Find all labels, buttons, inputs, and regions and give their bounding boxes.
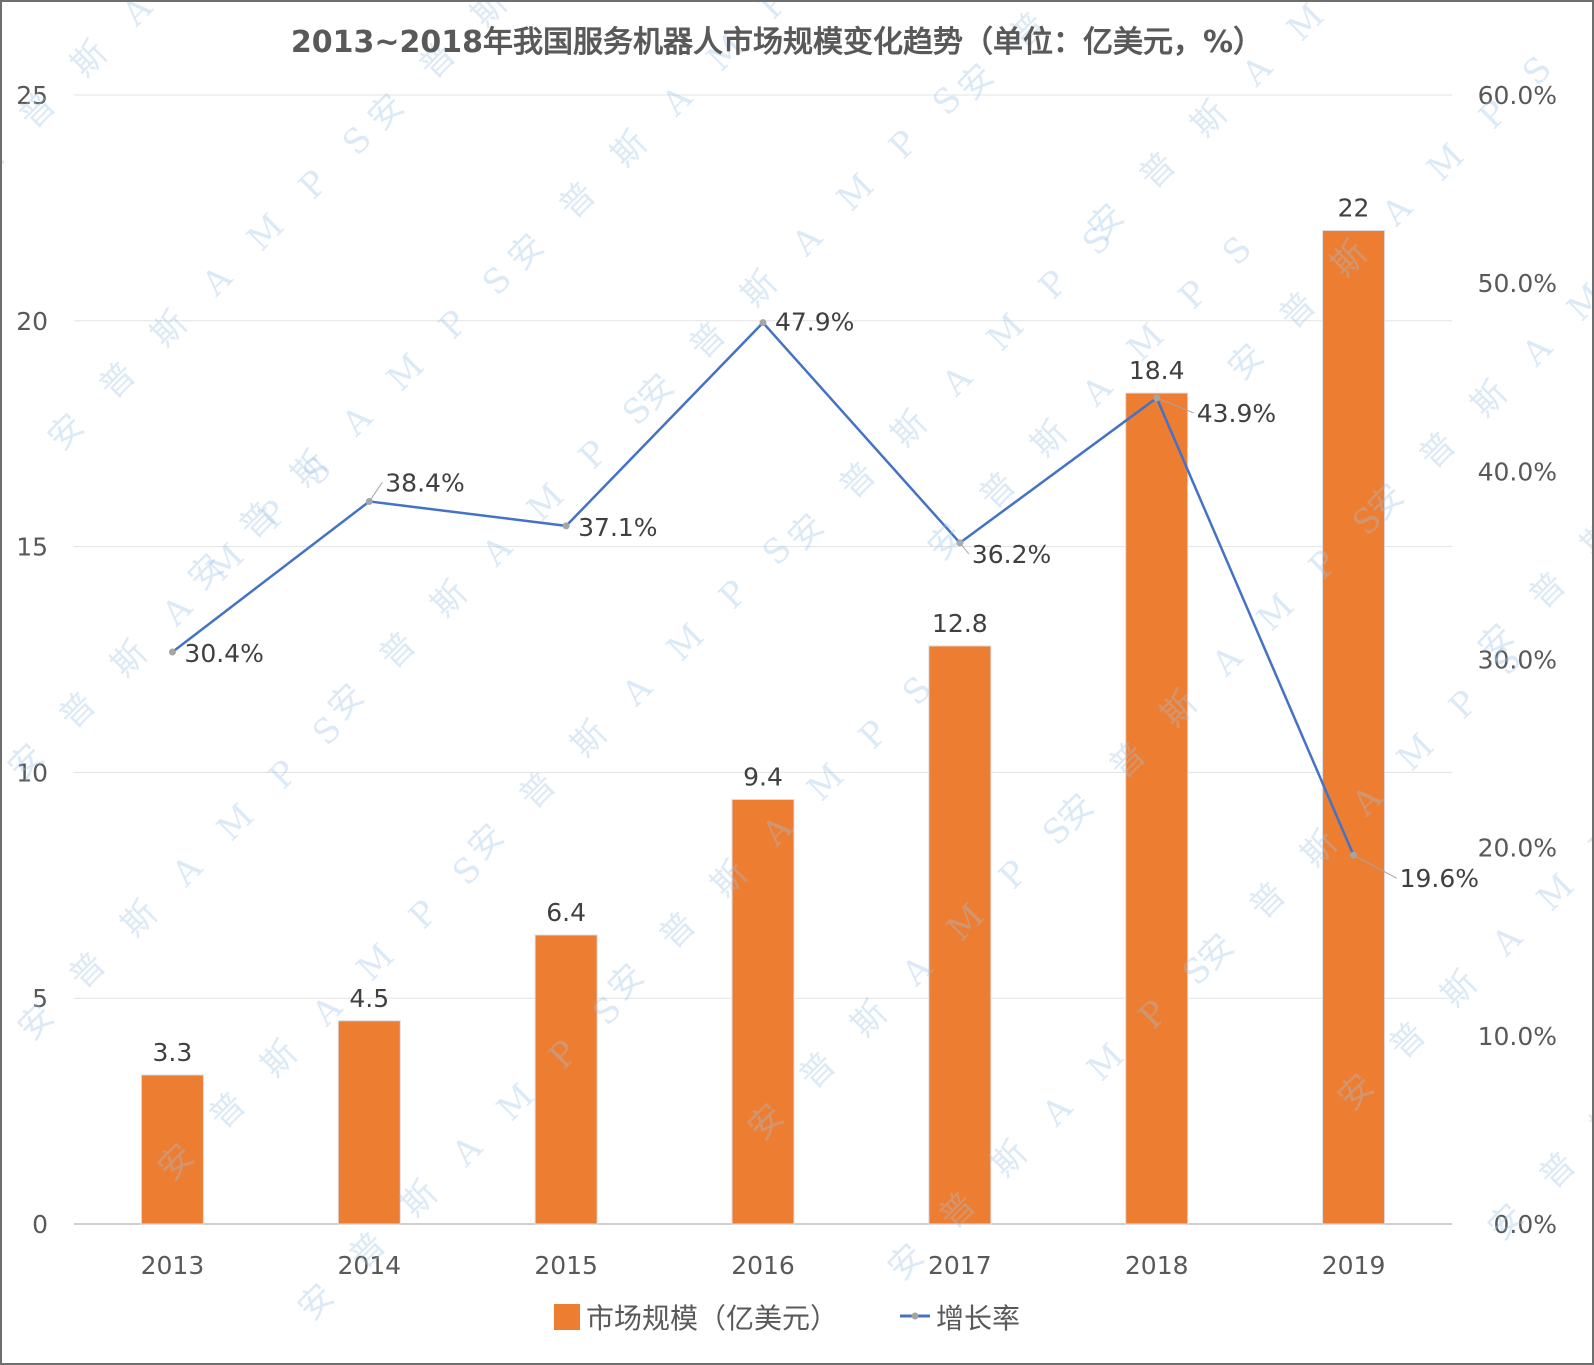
- left-axis-tick-label: 25: [16, 81, 48, 110]
- line-data-label: 38.4%: [385, 468, 464, 497]
- bar-data-label: 22: [1338, 193, 1370, 222]
- left-axis-tick-label: 0: [32, 1210, 48, 1239]
- x-axis-tick-label: 2017: [928, 1251, 992, 1280]
- left-axis-tick-label: 10: [16, 758, 48, 787]
- bar-data-label: 4.5: [349, 984, 389, 1013]
- line-data-label: 43.9%: [1197, 399, 1276, 428]
- bar: [1125, 392, 1189, 1225]
- bar-series: [140, 229, 1386, 1225]
- line-label-leader: [959, 542, 970, 555]
- x-axis-tick-label: 2013: [141, 1251, 205, 1280]
- x-axis-tick-label: 2018: [1125, 1251, 1189, 1280]
- right-axis-tick-label: 20.0%: [1478, 834, 1557, 863]
- right-axis-tick-label: 30.0%: [1478, 646, 1557, 675]
- watermark-text: 安 普 斯 A M P S: [40, 109, 390, 459]
- bar-data-label: 12.8: [932, 609, 988, 638]
- right-axis-tick-label: 10.0%: [1478, 1022, 1557, 1051]
- bar-data-label: 6.4: [546, 898, 586, 927]
- line-data-label: 19.6%: [1400, 864, 1479, 893]
- bar-data-label: 18.4: [1129, 356, 1185, 385]
- line-point: [759, 319, 767, 327]
- x-axis: 2013 2014 2015 2016 2017 2018 2019: [141, 1251, 1386, 1280]
- chart-title: 2013~2018年我国服务机器人市场规模变化趋势（单位：亿美元，%）: [291, 25, 1263, 60]
- legend-line-label: 增长率: [936, 1302, 1020, 1335]
- right-axis-tick-label: 40.0%: [1478, 457, 1557, 486]
- right-axis-tick-label: 50.0%: [1478, 269, 1557, 298]
- legend: 市场规模（亿美元） 增长率: [554, 1302, 1020, 1335]
- bar: [928, 645, 992, 1225]
- line-point: [562, 522, 570, 530]
- bar: [731, 798, 795, 1225]
- legend-bar-swatch: [554, 1304, 580, 1330]
- line-data-label: 47.9%: [775, 308, 854, 337]
- left-axis-tick-label: 20: [16, 307, 48, 336]
- line-label-leader: [368, 482, 383, 502]
- left-axis-tick-label: 15: [16, 533, 48, 562]
- bar: [140, 1074, 204, 1225]
- bar-data-label: 3.3: [153, 1038, 193, 1067]
- bar-data-label: 9.4: [743, 762, 783, 791]
- line-data-label: 36.2%: [972, 540, 1051, 569]
- line-data-label: 37.1%: [578, 513, 657, 542]
- line-label-leader: [1156, 397, 1194, 414]
- legend-bar-label: 市场规模（亿美元）: [586, 1302, 838, 1335]
- right-axis: 0.0% 10.0% 20.0% 30.0% 40.0% 50.0% 60.0%: [1478, 81, 1557, 1239]
- watermark-text: 安 普 斯 A M P S: [150, 839, 500, 1189]
- bar: [1322, 229, 1386, 1225]
- line-point: [168, 648, 176, 656]
- x-axis-tick-label: 2019: [1322, 1251, 1386, 1280]
- right-axis-tick-label: 60.0%: [1478, 81, 1557, 110]
- x-axis-tick-label: 2016: [731, 1251, 795, 1280]
- line-label-leader: [1353, 854, 1397, 879]
- line-data-label: 30.4%: [184, 639, 263, 668]
- x-axis-tick-label: 2014: [337, 1251, 401, 1280]
- left-axis: 0 5 10 15 20 25: [16, 81, 48, 1239]
- right-axis-tick-label: 0.0%: [1493, 1210, 1557, 1239]
- data-labels: 3.3 4.5 6.4 9.4 12.8 18.4 22 30.4% 38.4% 37.1% 47.…: [153, 193, 1479, 1066]
- left-axis-tick-label: 5: [32, 984, 48, 1013]
- bar: [337, 1020, 401, 1225]
- watermark-text: 安 普 斯 A M P S: [1220, 39, 1570, 389]
- x-axis-tick-label: 2015: [534, 1251, 598, 1280]
- legend-line-marker: [911, 1312, 919, 1320]
- bar: [534, 934, 598, 1225]
